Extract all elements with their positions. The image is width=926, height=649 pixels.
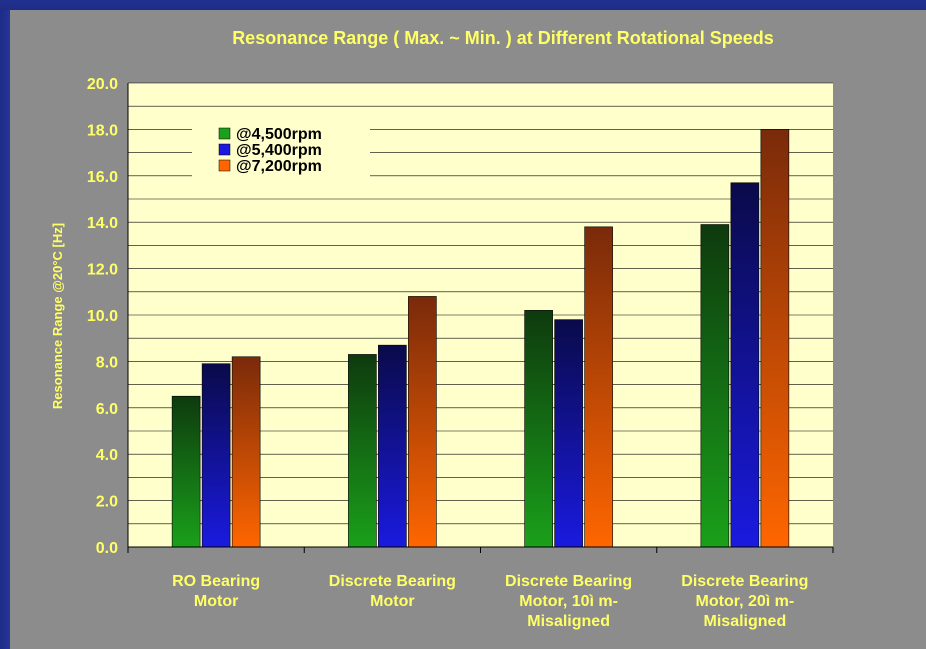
axes [127, 83, 834, 553]
bar-1-3 [524, 310, 553, 548]
legend-label-3: @7,200rpm [236, 158, 322, 175]
bar-1-4 [700, 224, 730, 548]
bar-2-1 [201, 363, 231, 548]
y-tick-label: 18.0 [87, 122, 118, 139]
bar-3-2 [408, 296, 437, 548]
bar-2-2 [378, 344, 407, 548]
y-tick-label: 0.0 [96, 540, 118, 557]
bar-3-4 [760, 129, 790, 548]
y-tick-label: 10.0 [87, 308, 118, 325]
y-tick-label: 20.0 [87, 76, 118, 93]
chart-title: Resonance Range ( Max. ~ Min. ) at Diffe… [232, 28, 774, 48]
bar-2-3 [554, 319, 583, 548]
legend-swatch-2 [218, 143, 231, 156]
category-label-1: RO Bearing Motor [172, 573, 260, 610]
slide-top-bar [0, 0, 926, 10]
y-tick-label: 14.0 [87, 215, 118, 232]
category-label-4: Discrete Bearing Motor, 20ì m-Misaligned [681, 573, 808, 630]
category-label-3: Discrete Bearing Motor, 10ì m-Misaligned [505, 573, 632, 630]
bar-1-1 [171, 395, 201, 548]
legend: @4,500rpm@5,400rpm@7,200rpm [192, 124, 370, 186]
y-tick-label: 12.0 [87, 262, 118, 279]
bar-2-4 [730, 182, 760, 548]
y-tick-label: 8.0 [96, 354, 118, 371]
y-tick-labels: 0.0 2.0 4.0 6.0 8.0 10.0 12.0 14.0 16.0 18.0 20.0 [87, 76, 118, 557]
y-tick-label: 2.0 [96, 494, 118, 511]
bars [171, 129, 790, 548]
y-tick-label: 6.0 [96, 401, 118, 418]
bar-1-2 [348, 354, 377, 548]
bar-3-1 [231, 356, 261, 548]
y-tick-label: 16.0 [87, 169, 118, 186]
category-label-2: Discrete Bearing Motor [329, 573, 456, 610]
legend-swatch-3 [218, 159, 231, 172]
legend-swatch-1 [218, 127, 231, 140]
bar-3-3 [584, 226, 613, 548]
y-axis-label: Resonance Range @20°C [Hz] [50, 223, 65, 409]
legend-label-1: @4,500rpm [236, 126, 322, 143]
legend-label-2: @5,400rpm [236, 142, 322, 159]
category-labels: RO Bearing Motor Discrete Bearing Motor Disc… [172, 573, 808, 630]
y-tick-label: 4.0 [96, 447, 118, 464]
